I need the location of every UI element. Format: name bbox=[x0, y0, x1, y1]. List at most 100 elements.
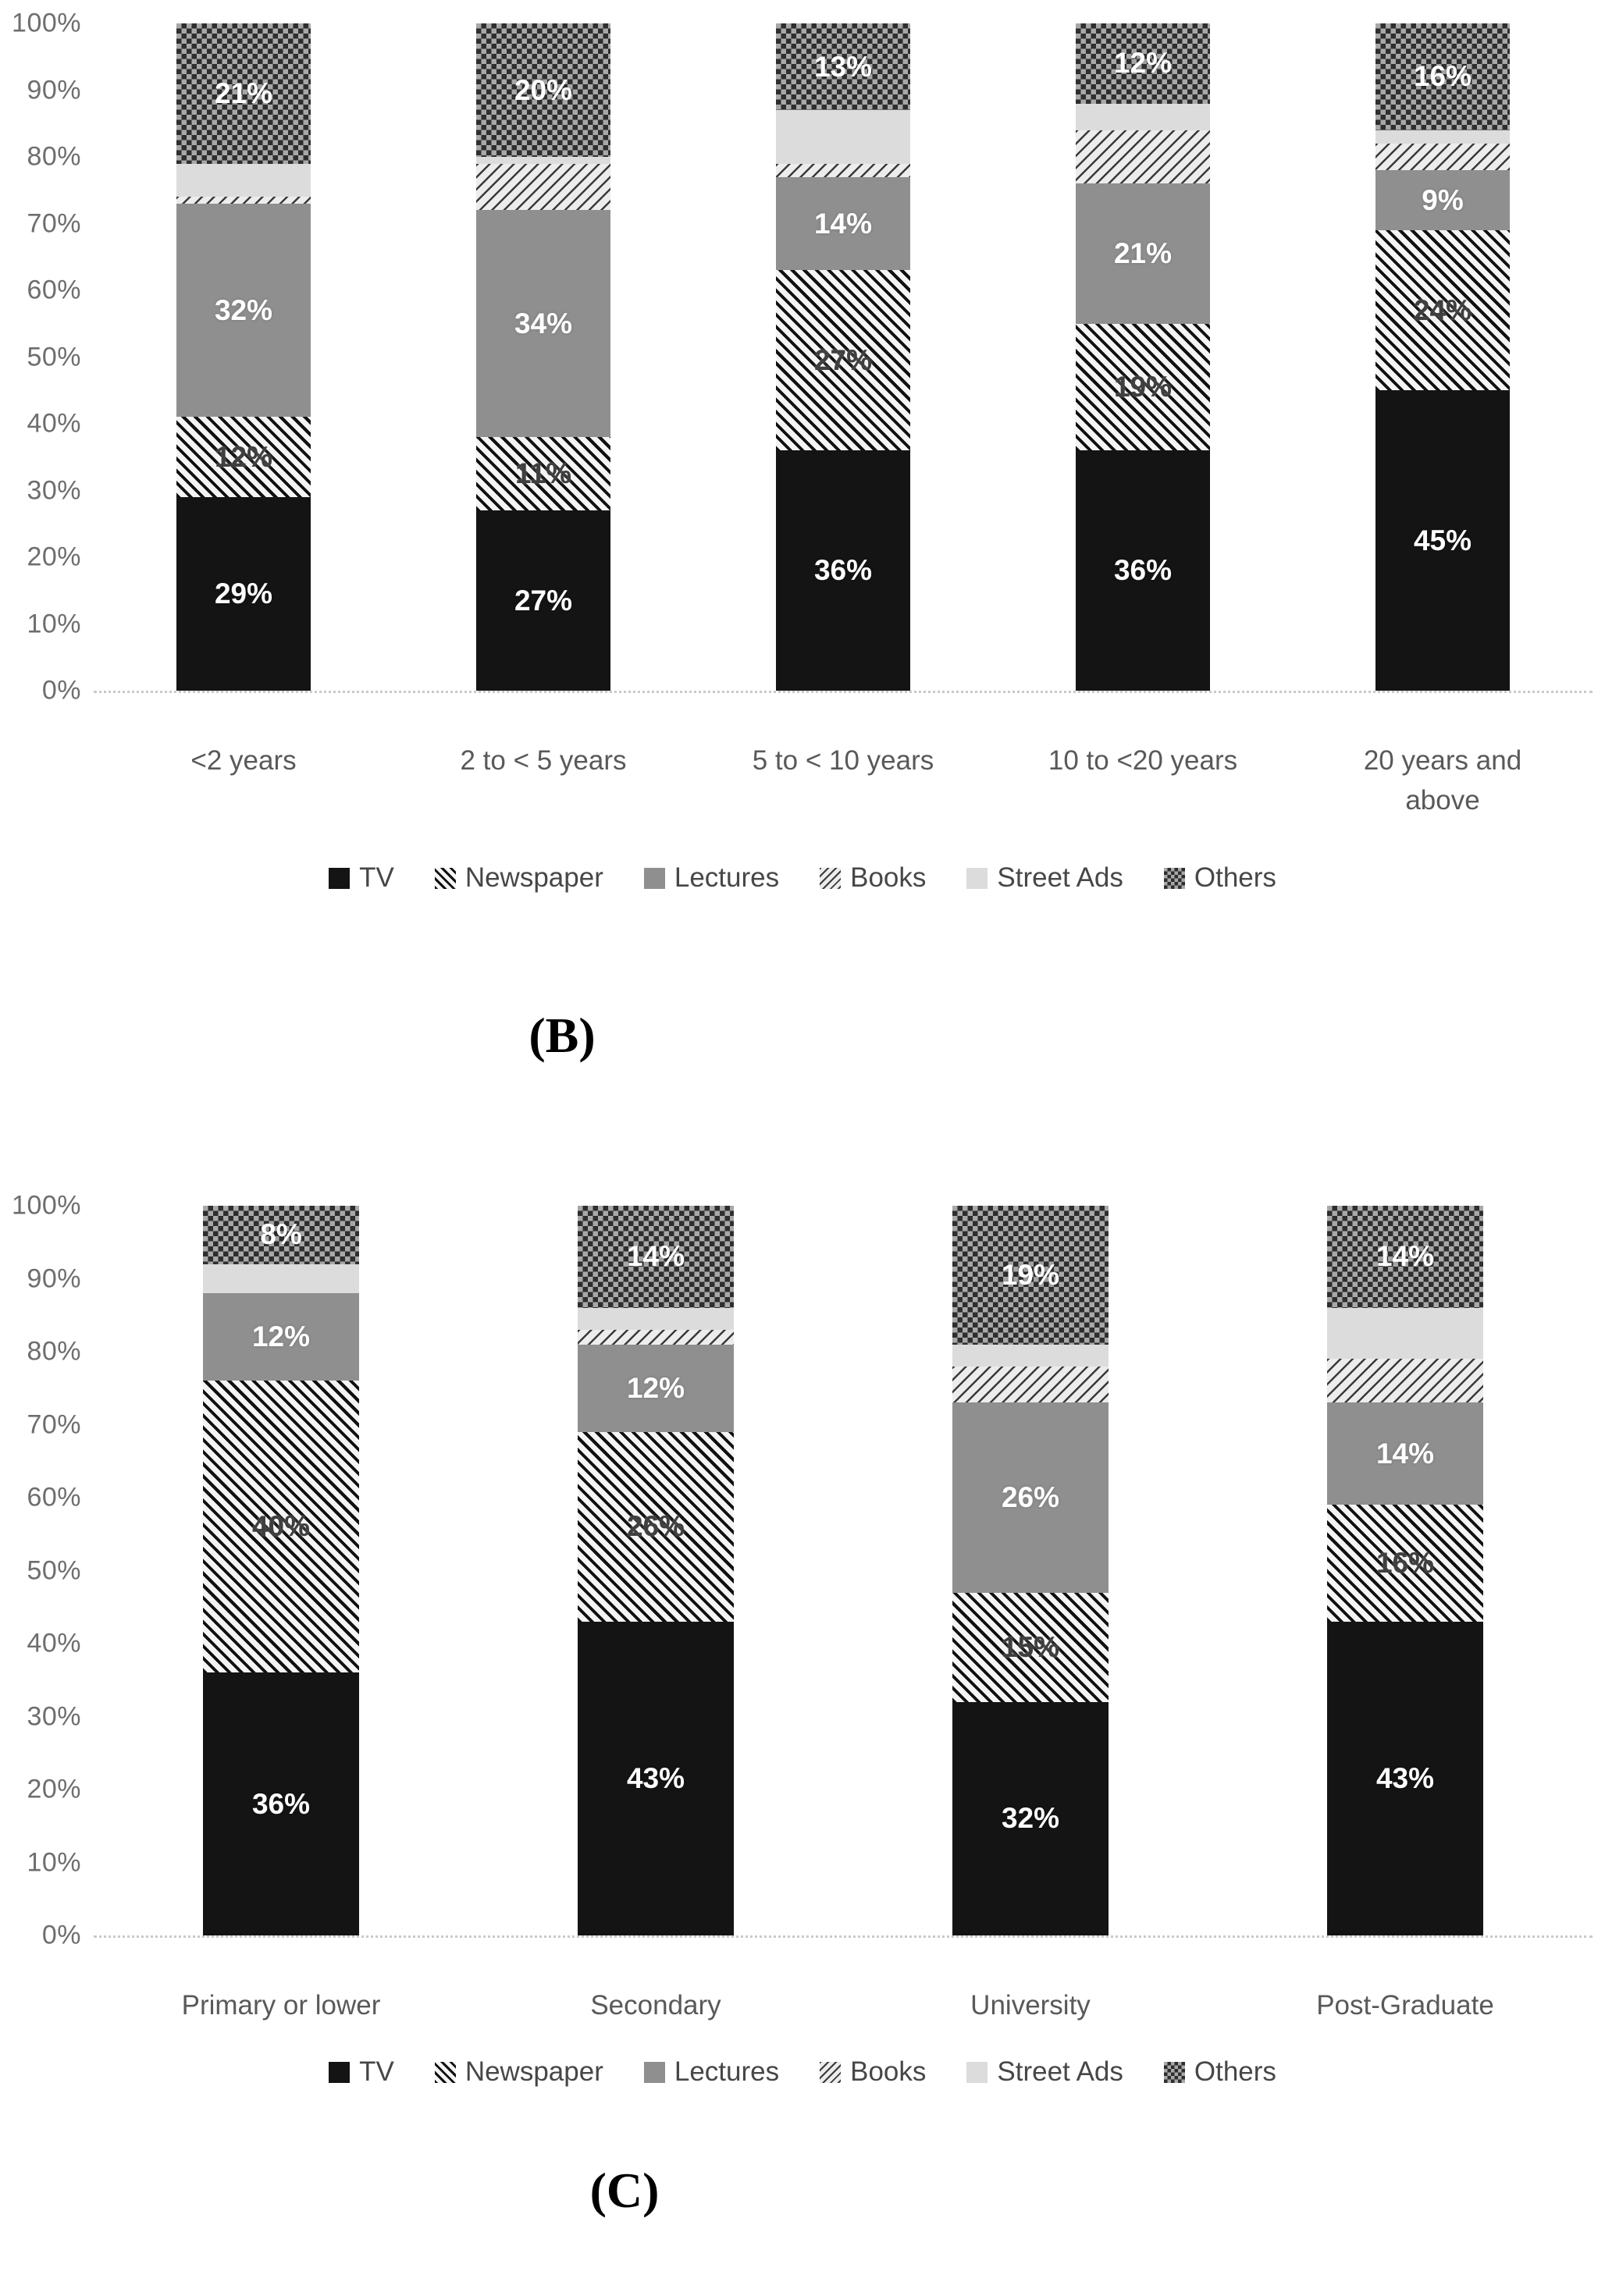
data-label: 14% bbox=[626, 1240, 685, 1273]
y-tick-label: 30% bbox=[27, 475, 81, 505]
segment-books bbox=[578, 1329, 734, 1345]
segment-lectures: 32% bbox=[176, 203, 311, 418]
segment-streetads bbox=[176, 163, 311, 197]
segment-newspaper: 11% bbox=[476, 437, 610, 511]
legend-label: TV bbox=[359, 2056, 394, 2087]
data-label: 12% bbox=[626, 1371, 685, 1404]
data-label: 19% bbox=[1001, 1258, 1060, 1291]
segment-books bbox=[176, 197, 311, 204]
segment-tv: 43% bbox=[578, 1621, 734, 1935]
legend-swatch-tv-icon bbox=[329, 867, 351, 889]
data-label: 19% bbox=[1113, 370, 1173, 403]
segment-books bbox=[1327, 1359, 1483, 1403]
chart-b-information-source-by-duration: 100% 90% 80% 70% 60% 50% 40% 30% 20% 10% 0% 29% 12%… bbox=[0, 0, 1605, 1093]
data-label: 24% bbox=[1413, 293, 1472, 326]
bar-column: 36% 19% 21% 12% bbox=[993, 23, 1293, 691]
legend-label: Others bbox=[1194, 862, 1276, 893]
data-label: 34% bbox=[514, 307, 573, 339]
legend-item-tv: TV bbox=[329, 2056, 394, 2088]
x-axis-category-label: Primary or lower bbox=[181, 1990, 381, 2021]
segment-others: 14% bbox=[1327, 1206, 1483, 1308]
x-axis-category-label: University bbox=[970, 1990, 1091, 2021]
stacked-bar: 43% 16% 14% 14% bbox=[1327, 1206, 1483, 1935]
x-axis-labels-c: Primary or lower Secondary University Post-… bbox=[94, 1986, 1593, 2026]
plot-area-b: 29% 12% 32% 21% 27% 11% 34% 20% 36% 27% 14% 13% 36% 1… bbox=[94, 23, 1593, 693]
legend-item-streetads: Street Ads bbox=[966, 862, 1123, 894]
segment-newspaper: 19% bbox=[1076, 323, 1210, 451]
data-label: 36% bbox=[1113, 554, 1173, 587]
data-label: 26% bbox=[1001, 1481, 1060, 1514]
legend-item-books: Books bbox=[820, 2056, 926, 2088]
legend-label: Newspaper bbox=[464, 2056, 603, 2087]
y-axis-c: 100% 90% 80% 70% 60% 50% 40% 30% 20% 10% 0% bbox=[0, 1191, 81, 1950]
chart-c-information-source-by-education: 100% 90% 80% 70% 60% 50% 40% 30% 20% 10% 0% 36% 40%… bbox=[0, 1116, 1605, 2296]
legend-swatch-lectures-icon bbox=[643, 2061, 665, 2083]
segment-books bbox=[952, 1366, 1109, 1403]
legend-swatch-books-icon bbox=[820, 867, 842, 889]
legend-item-tv: TV bbox=[329, 862, 394, 894]
bar-column: 36% 27% 14% 13% bbox=[693, 23, 993, 691]
bar-column: 29% 12% 32% 21% bbox=[94, 23, 393, 691]
segment-lectures: 14% bbox=[1327, 1402, 1483, 1505]
stacked-bar: 27% 11% 34% 20% bbox=[476, 23, 610, 691]
data-label: 43% bbox=[626, 1761, 685, 1794]
legend-label: Lectures bbox=[674, 862, 780, 893]
y-tick-label: 40% bbox=[27, 1628, 81, 1658]
data-label: 36% bbox=[251, 1787, 311, 1820]
legend-item-newspaper: Newspaper bbox=[434, 2056, 603, 2088]
y-tick-label: 70% bbox=[27, 1409, 81, 1439]
legend-label: Lectures bbox=[674, 2056, 780, 2087]
data-label: 20% bbox=[514, 73, 573, 106]
legend-label: Street Ads bbox=[997, 2056, 1123, 2087]
data-label: 12% bbox=[251, 1320, 311, 1353]
x-axis-category-label: Post-Graduate bbox=[1316, 1990, 1494, 2021]
legend-item-others: Others bbox=[1163, 2056, 1276, 2088]
legend-swatch-streetads-icon bbox=[966, 867, 988, 889]
segment-books bbox=[1375, 143, 1510, 171]
data-label: 8% bbox=[260, 1218, 302, 1251]
y-tick-label: 100% bbox=[12, 1190, 81, 1221]
segment-newspaper: 40% bbox=[203, 1381, 359, 1673]
data-label: 14% bbox=[813, 207, 873, 240]
y-tick-label: 10% bbox=[27, 609, 81, 638]
y-tick-label: 20% bbox=[27, 1774, 81, 1804]
data-label: 16% bbox=[1375, 1547, 1435, 1580]
legend-item-lectures: Lectures bbox=[643, 862, 780, 894]
legend-label: Street Ads bbox=[997, 862, 1123, 893]
segment-streetads bbox=[1076, 103, 1210, 130]
data-label: 11% bbox=[514, 457, 571, 490]
segment-newspaper: 26% bbox=[578, 1431, 734, 1622]
legend-swatch-streetads-icon bbox=[966, 2061, 988, 2083]
y-tick-label: 70% bbox=[27, 208, 81, 238]
data-label: 16% bbox=[1413, 60, 1472, 93]
y-tick-label: 30% bbox=[27, 1701, 81, 1731]
legend-item-lectures: Lectures bbox=[643, 2056, 780, 2088]
y-tick-label: 0% bbox=[41, 675, 81, 706]
y-tick-label: 0% bbox=[41, 1920, 81, 1950]
legend-label: Others bbox=[1194, 2056, 1276, 2087]
legend-swatch-books-icon bbox=[820, 2061, 842, 2083]
data-label: 13% bbox=[813, 50, 873, 83]
segment-tv: 32% bbox=[952, 1701, 1109, 1935]
y-tick-label: 10% bbox=[27, 1847, 81, 1877]
stacked-bar: 36% 40% 12% 8% bbox=[203, 1206, 359, 1935]
legend-label: TV bbox=[359, 862, 394, 893]
segment-tv: 45% bbox=[1375, 390, 1510, 691]
legend-swatch-others-icon bbox=[1163, 867, 1185, 889]
data-label: 26% bbox=[626, 1510, 685, 1543]
legend-item-books: Books bbox=[820, 862, 926, 894]
y-tick-label: 100% bbox=[12, 8, 81, 38]
y-tick-label: 60% bbox=[27, 1482, 81, 1512]
segment-books bbox=[1076, 130, 1210, 184]
segment-newspaper: 24% bbox=[1375, 230, 1510, 391]
y-tick-label: 40% bbox=[27, 408, 81, 439]
segment-lectures: 26% bbox=[952, 1402, 1109, 1593]
segment-others: 20% bbox=[476, 23, 610, 158]
bar-column: 45% 24% 9% 16% bbox=[1293, 23, 1593, 691]
segment-others: 19% bbox=[952, 1206, 1109, 1345]
x-axis-category-label: 2 to < 5 years bbox=[460, 745, 627, 776]
legend-swatch-others-icon bbox=[1163, 2061, 1185, 2083]
segment-lectures: 12% bbox=[578, 1344, 734, 1432]
segment-tv: 36% bbox=[1076, 450, 1210, 691]
stacked-bar: 29% 12% 32% 21% bbox=[176, 23, 311, 691]
